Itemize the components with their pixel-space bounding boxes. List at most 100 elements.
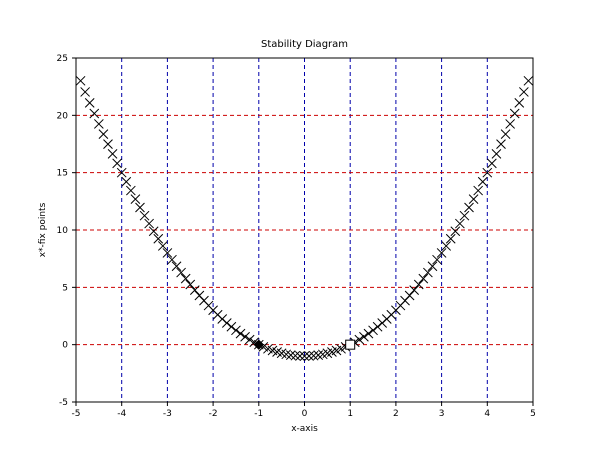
data-point-stroke-b [103, 139, 113, 149]
data-point-stroke-b [84, 97, 95, 108]
data-point-x-marker [125, 185, 136, 196]
data-point-x-marker [221, 318, 232, 328]
data-point-x-marker [354, 334, 365, 345]
data-point-x-marker [148, 226, 159, 237]
data-point-x-marker [455, 218, 465, 229]
data-point-stroke-b [157, 241, 168, 251]
data-point-x-marker [359, 331, 369, 342]
y-tick-label-0: -5 [59, 398, 68, 408]
y-tick-label-2: 5 [62, 283, 68, 293]
data-point-stroke-b [290, 350, 301, 361]
data-point-x-marker [427, 261, 438, 272]
y-tick-label-1: 0 [62, 341, 68, 351]
data-point-x-marker [80, 87, 90, 97]
stable-fixed-point-marker [253, 339, 265, 350]
data-point-x-marker [519, 87, 529, 97]
x-tick-label-9: 4 [484, 409, 490, 419]
data-point-x-marker [244, 334, 255, 345]
x-tick-label-7: 2 [393, 409, 399, 419]
data-point-x-marker [176, 267, 186, 278]
data-point-stroke-b [359, 331, 369, 342]
data-point-x-marker [290, 350, 301, 361]
data-point-stroke-b [468, 194, 479, 205]
data-point-x-marker [477, 176, 488, 187]
x-tick-label-1: -4 [117, 409, 126, 419]
data-point-stroke-b [148, 226, 159, 237]
data-point-stroke-b [519, 87, 529, 97]
data-point-x-marker [468, 194, 479, 205]
data-point-x-marker [363, 328, 374, 339]
data-point-x-marker [75, 75, 86, 86]
data-point-stroke-b [258, 341, 269, 352]
y-tick-label-3: 10 [57, 226, 69, 236]
data-point-x-marker [103, 139, 113, 149]
data-point-x-marker [505, 119, 516, 129]
data-point-stroke-b [473, 185, 484, 196]
data-point-x-marker [423, 267, 433, 278]
data-point-x-marker [240, 331, 250, 342]
data-point-stroke-b [281, 349, 292, 360]
data-point-stroke-b [194, 290, 205, 301]
data-point-x-marker [121, 176, 132, 187]
data-point-stroke-b [445, 233, 456, 244]
data-point-x-marker [445, 233, 456, 244]
data-point-stroke-b [276, 348, 287, 359]
data-point-stroke-b [130, 194, 141, 205]
data-point-x-marker [84, 97, 95, 108]
data-point-stroke-b [500, 129, 511, 139]
y-tick-label-4: 15 [57, 169, 68, 179]
y-axis-label: x*-fix points [38, 202, 48, 257]
data-point-x-marker [98, 129, 109, 139]
data-point-stroke-b [455, 218, 465, 229]
x-tick-label-10: 5 [530, 409, 536, 419]
data-point-x-marker [368, 325, 378, 336]
data-point-stroke-b [235, 328, 246, 339]
data-point-stroke-b [93, 119, 104, 129]
data-point-x-marker [135, 202, 145, 213]
data-point-stroke-b [231, 325, 241, 336]
data-point-stroke-b [267, 345, 278, 356]
data-point-x-marker [112, 158, 122, 169]
data-point-x-marker [157, 241, 168, 251]
data-point-x-marker [487, 158, 497, 169]
data-point-stroke-b [167, 254, 177, 265]
x-tick-label-4: -1 [254, 409, 263, 419]
data-point-x-marker [496, 139, 506, 149]
data-point-stroke-b [496, 139, 506, 149]
data-point-stroke-b [409, 285, 420, 295]
data-point-x-marker [139, 210, 150, 221]
data-point-stroke-b [450, 226, 461, 237]
data-point-stroke-b [413, 279, 424, 290]
data-point-x-marker [226, 321, 237, 332]
data-point-stroke-b [295, 351, 305, 361]
x-tick-label-8: 3 [439, 409, 445, 419]
data-point-x-marker [436, 248, 447, 258]
data-point-stroke-b [272, 347, 282, 357]
x-tick-label-3: -2 [209, 409, 218, 419]
ticks: -5 -4 -3 -2 -1 0 1 2 3 4 5 -5 0 5 10 15 20 25 [57, 54, 536, 419]
data-point-stroke-b [514, 97, 525, 108]
x-tick-label-6: 1 [347, 409, 353, 419]
data-point-stroke-b [180, 273, 191, 284]
fixed-points [253, 339, 356, 350]
data-point-stroke-b [221, 318, 232, 328]
data-point-x-marker [523, 75, 534, 86]
data-point-x-marker [441, 241, 452, 251]
data-point-stroke-b [162, 248, 173, 258]
data-point-stroke-b [432, 254, 442, 265]
data-point-stroke-b [404, 290, 415, 301]
data-point-stroke-b [189, 285, 200, 295]
data-point-x-marker [308, 350, 319, 361]
data-point-stroke-b [240, 331, 250, 342]
data-point-x-marker [89, 108, 100, 119]
data-point-x-marker [473, 185, 484, 196]
data-point-stroke-b [135, 202, 145, 213]
data-point-stroke-b [372, 321, 383, 332]
data-point-x-marker [130, 194, 141, 205]
y-tick-label-5: 20 [57, 111, 69, 121]
data-point-stroke-b [185, 279, 196, 290]
data-point-x-marker [285, 350, 296, 360]
data-point-x-marker [459, 210, 470, 221]
data-point-x-marker [235, 328, 246, 339]
